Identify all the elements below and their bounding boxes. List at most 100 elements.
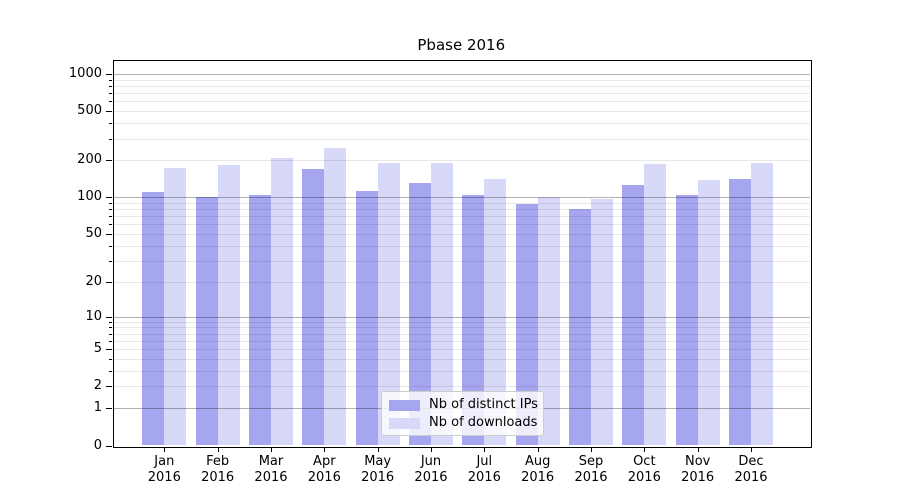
bar-distinct-ips	[355, 190, 378, 446]
y-tick-mark	[106, 197, 112, 199]
y-minor-tick-mark	[109, 79, 112, 81]
bar-downloads	[324, 148, 347, 446]
gridline-minor	[112, 101, 810, 103]
y-tick-mark	[106, 74, 112, 76]
x-tick-month: May	[364, 453, 392, 469]
x-tick-year: 2016	[574, 469, 608, 485]
y-tick-mark	[106, 111, 112, 113]
y-minor-tick-mark	[109, 202, 112, 204]
x-tick-label: Jun 2016	[401, 454, 461, 486]
x-tick-mark	[537, 446, 539, 452]
gridline-minor	[112, 123, 810, 125]
y-tick-label: 100	[77, 189, 102, 205]
y-tick-label: 20	[85, 273, 102, 289]
bar-distinct-ips	[729, 179, 751, 446]
bar-distinct-ips	[622, 184, 645, 446]
bar-distinct-ips	[195, 197, 218, 446]
x-tick-label: Mar 2016	[241, 454, 301, 486]
gridline-minor	[112, 234, 810, 236]
x-tick-year: 2016	[521, 469, 555, 485]
gridline-minor	[112, 321, 810, 323]
x-tick-month: Oct	[633, 453, 656, 469]
y-minor-tick-mark	[109, 101, 112, 103]
x-tick-label: May 2016	[348, 454, 408, 486]
y-tick-label: 2	[93, 378, 102, 394]
gridline-minor	[112, 333, 810, 335]
bar-distinct-ips	[408, 183, 431, 446]
x-tick-month: Nov	[684, 453, 711, 469]
x-tick-month: Jul	[476, 453, 493, 469]
y-tick-label: 1000	[68, 66, 102, 82]
x-tick-month: Jun	[420, 453, 442, 469]
x-tick-year: 2016	[147, 469, 181, 485]
y-tick-mark	[106, 408, 112, 410]
bar-downloads	[430, 163, 453, 446]
y-tick-label: 200	[77, 152, 102, 168]
y-tick-mark	[106, 160, 112, 162]
y-minor-tick-mark	[109, 123, 112, 125]
y-tick-label: 500	[77, 103, 102, 119]
legend-row-downloads: Nb of downloads	[389, 415, 538, 431]
x-tick-mark	[377, 446, 379, 452]
x-tick-year: 2016	[627, 469, 661, 485]
x-tick-mark	[217, 446, 219, 452]
y-tick-label: 5	[93, 341, 102, 357]
gridline-minor	[112, 260, 810, 262]
bar-distinct-ips	[462, 195, 485, 446]
y-tick-label: 1	[93, 400, 102, 416]
x-tick-mark	[164, 446, 166, 452]
bar-downloads	[484, 178, 507, 446]
x-tick-year: 2016	[734, 469, 768, 485]
x-tick-month: Feb	[206, 453, 230, 469]
x-tick-month: Jan	[154, 453, 175, 469]
gridline-minor	[112, 327, 810, 329]
bar-downloads	[164, 168, 187, 446]
y-tick-mark	[106, 349, 112, 351]
x-tick-month: Apr	[313, 453, 336, 469]
x-tick-year: 2016	[681, 469, 715, 485]
bar-downloads	[377, 163, 400, 446]
y-minor-tick-mark	[109, 333, 112, 335]
y-tick-mark	[106, 316, 112, 318]
x-tick-label: Dec 2016	[721, 454, 781, 486]
legend: Nb of distinct IPs Nb of downloads	[381, 391, 544, 436]
y-minor-tick-mark	[109, 93, 112, 95]
legend-label-downloads: Nb of downloads	[429, 415, 538, 430]
y-minor-tick-mark	[109, 340, 112, 342]
x-tick-mark	[590, 446, 592, 452]
gridline-major	[112, 316, 810, 318]
gridline-minor	[112, 216, 810, 218]
bar-downloads	[270, 158, 293, 446]
y-minor-tick-mark	[109, 321, 112, 323]
gridline-minor	[112, 93, 810, 95]
x-tick-label: Jan 2016	[134, 454, 194, 486]
y-minor-tick-mark	[109, 138, 112, 140]
y-minor-tick-mark	[109, 224, 112, 226]
y-minor-tick-mark	[109, 370, 112, 372]
gridline-minor	[112, 370, 810, 372]
x-tick-label: Feb 2016	[188, 454, 248, 486]
x-tick-year: 2016	[414, 469, 448, 485]
gridline-minor	[112, 224, 810, 226]
x-tick-mark	[484, 446, 486, 452]
x-tick-month: Aug	[524, 453, 551, 469]
x-tick-mark	[430, 446, 432, 452]
y-minor-tick-mark	[109, 245, 112, 247]
x-tick-mark	[324, 446, 326, 452]
gridline-minor	[112, 386, 810, 388]
gridline-minor	[112, 281, 810, 283]
gridline-major	[112, 74, 810, 76]
gridline-minor	[112, 138, 810, 140]
bar-downloads	[217, 164, 240, 446]
bar-distinct-ips	[515, 203, 538, 446]
x-tick-label: Jul 2016	[454, 454, 514, 486]
x-tick-label: Aug 2016	[508, 454, 568, 486]
y-tick-mark	[106, 445, 112, 447]
gridline-minor	[112, 358, 810, 360]
bar-distinct-ips	[675, 195, 698, 446]
x-tick-year: 2016	[254, 469, 288, 485]
y-minor-tick-mark	[109, 86, 112, 88]
x-tick-month: Dec	[738, 453, 764, 469]
bar-distinct-ips	[568, 209, 591, 446]
x-tick-mark	[697, 446, 699, 452]
